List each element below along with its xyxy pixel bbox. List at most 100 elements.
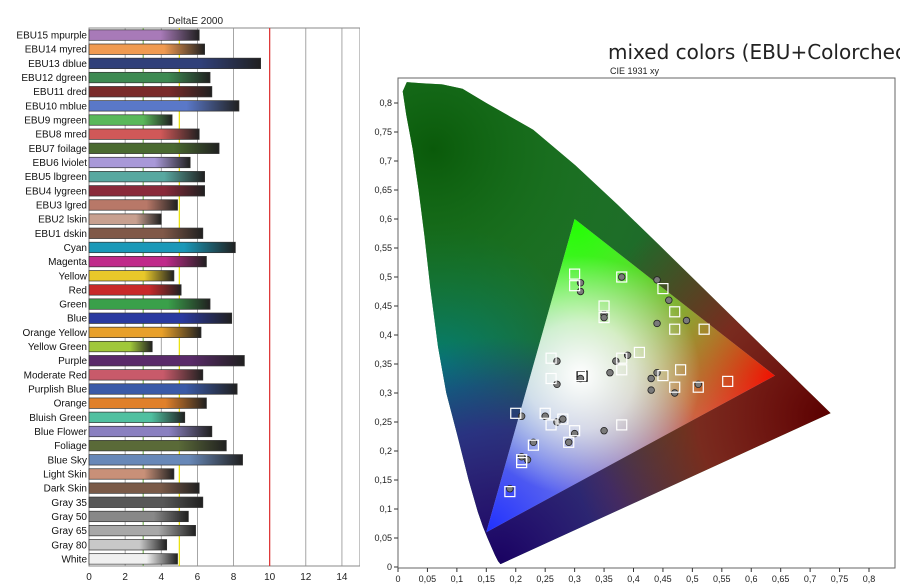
bar — [88, 100, 240, 112]
x-tick-label: 0,5 — [686, 574, 699, 584]
target-point — [569, 280, 581, 292]
category-label: EBU6 lviolet — [33, 158, 88, 169]
bar — [88, 298, 211, 310]
x-tick-label: 0,8 — [863, 574, 876, 584]
measured-point — [653, 276, 661, 284]
bar — [88, 553, 178, 565]
x-tick-label: 0 — [86, 572, 92, 583]
measured-point — [647, 386, 655, 394]
target-point — [598, 312, 610, 324]
x-tick-label: 0,55 — [713, 574, 731, 584]
y-tick-label: 0,15 — [374, 475, 392, 485]
bar — [88, 213, 162, 225]
x-tick-label: 0,2 — [509, 574, 522, 584]
category-label: Foliage — [54, 441, 87, 452]
category-label: Magenta — [48, 257, 87, 268]
x-tick-label: 0,4 — [627, 574, 640, 584]
target-point — [669, 306, 681, 318]
category-label: Gray 50 — [51, 512, 87, 523]
cie-chart-title: mixed colors (EBU+Colorchecker) — [608, 40, 900, 64]
bar — [88, 86, 213, 98]
category-label: Green — [59, 300, 87, 311]
y-tick-label: 0,5 — [379, 272, 392, 282]
bar — [88, 525, 196, 537]
y-tick-label: 0,4 — [379, 330, 392, 340]
category-label: Gray 65 — [51, 526, 87, 537]
measured-point — [576, 287, 585, 296]
bar — [88, 369, 204, 381]
cie-chart-subtitle: CIE 1931 xy — [610, 66, 660, 76]
category-label: Yellow Green — [28, 342, 87, 353]
measured-point — [671, 389, 679, 397]
bar — [88, 510, 189, 523]
x-tick-label: 0,3 — [568, 574, 581, 584]
x-tick-label: 0,75 — [831, 574, 849, 584]
target-point — [545, 419, 557, 431]
x-tick-label: 8 — [231, 572, 237, 583]
bar — [88, 383, 238, 395]
x-tick-label: 0,15 — [478, 574, 496, 584]
bar — [88, 142, 220, 154]
y-tick-label: 0,7 — [379, 156, 392, 166]
bar — [88, 425, 213, 438]
bar — [88, 256, 207, 268]
measured-point — [565, 438, 573, 446]
target-point — [563, 436, 575, 448]
measured-point — [618, 273, 626, 281]
bar — [88, 326, 202, 338]
y-tick-label: 0,45 — [374, 301, 392, 311]
y-tick-label: 0,65 — [374, 185, 392, 195]
category-label: EBU9 mgreen — [24, 116, 87, 127]
category-label: Light Skin — [43, 469, 87, 480]
y-tick-label: 0,3 — [379, 388, 392, 398]
category-label: Bluish Green — [29, 413, 87, 424]
bar — [88, 284, 182, 296]
cie-xy-chart: 0 0,05 0,1 0,15 0,2 0,25 0,3 0,35 0,4 0,45 0,5 0,55… — [374, 77, 896, 584]
target-point — [616, 419, 628, 431]
category-label: Moderate Red — [24, 370, 87, 381]
category-label: Purple — [58, 356, 87, 367]
target-point — [557, 413, 569, 425]
target-point — [669, 381, 681, 393]
category-label: EBU12 dgreen — [21, 73, 87, 84]
bar — [88, 156, 191, 169]
target-point — [545, 352, 557, 364]
category-label: EBU5 lbgreen — [25, 172, 87, 183]
target-point — [657, 370, 669, 382]
category-label: EBU4 lygreen — [25, 186, 87, 197]
measured-point — [682, 316, 691, 325]
target-point — [633, 346, 645, 358]
x-tick-label: 6 — [195, 572, 201, 583]
measured-point — [606, 369, 614, 377]
target-point — [504, 486, 516, 498]
y-tick-label: 0,75 — [374, 127, 392, 137]
category-label: Orange Yellow — [23, 328, 88, 339]
y-tick-label: 0 — [387, 562, 392, 572]
category-label: Blue Flower — [34, 427, 87, 438]
category-label: Orange — [54, 399, 88, 410]
x-tick-label: 0,6 — [745, 574, 758, 584]
target-point — [657, 283, 669, 295]
x-tick-label: 0,25 — [536, 574, 554, 584]
category-label: Gray 80 — [51, 540, 87, 551]
bar — [88, 185, 205, 197]
category-label: EBU3 lgred — [36, 200, 87, 211]
category-label: Blue Sky — [48, 455, 87, 466]
bar — [88, 128, 200, 140]
category-label: EBU15 mpurple — [16, 31, 87, 42]
target-point — [527, 439, 540, 451]
y-tick-label: 0,55 — [374, 243, 392, 253]
target-point — [698, 323, 710, 335]
target-point — [669, 323, 681, 335]
bar — [88, 397, 207, 409]
bar — [88, 241, 236, 254]
bar — [88, 340, 153, 353]
measured-point — [653, 319, 661, 328]
target-point — [674, 364, 687, 376]
bar — [88, 171, 205, 183]
y-tick-label: 0,1 — [379, 504, 392, 514]
bar — [88, 496, 204, 508]
target-point — [692, 381, 704, 393]
y-tick-label: 0,25 — [374, 417, 392, 427]
bar — [88, 468, 175, 480]
